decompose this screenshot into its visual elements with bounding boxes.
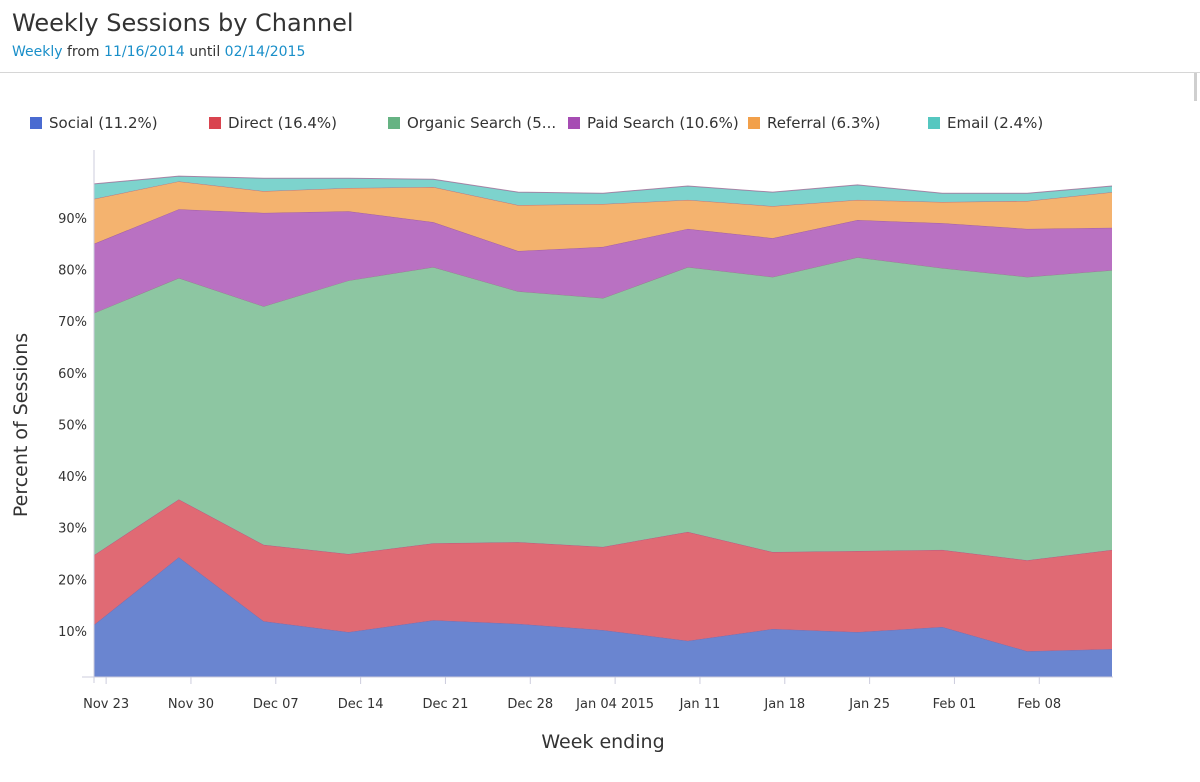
legend-item-email[interactable]: Email (2.4%) — [928, 114, 1043, 132]
x-tick-label: Jan 25 — [848, 697, 890, 712]
area-organic-search[interactable] — [94, 257, 1112, 561]
y-tick-label: 80% — [58, 264, 87, 279]
area-direct[interactable] — [94, 499, 1112, 652]
x-tick-label: Feb 08 — [1017, 697, 1061, 712]
legend-swatch — [748, 117, 760, 129]
y-tick-label: 70% — [58, 315, 87, 330]
start-date-link[interactable]: 11/16/2014 — [104, 44, 185, 60]
scrollbar[interactable] — [1194, 73, 1197, 101]
legend-item-paid-search[interactable]: Paid Search (10.6%) — [568, 114, 739, 132]
legend-label: Paid Search (10.6%) — [587, 114, 739, 132]
y-tick-label: 20% — [58, 573, 87, 588]
y-tick-label: 60% — [58, 367, 87, 382]
y-tick-label: 40% — [58, 470, 87, 485]
x-tick-label: Dec 28 — [507, 697, 553, 712]
legend-swatch — [568, 117, 580, 129]
legend-label: Direct (16.4%) — [228, 114, 338, 132]
legend-label: Referral (6.3%) — [767, 114, 881, 132]
legend-item-organic-search[interactable]: Organic Search (5... — [388, 114, 556, 132]
y-axis-title: Percent of Sessions — [10, 333, 32, 517]
y-tick-label: 30% — [58, 522, 87, 537]
legend-label: Social (11.2%) — [49, 114, 158, 132]
area-paid-search[interactable] — [94, 209, 1112, 313]
x-tick-label: Dec 14 — [338, 697, 384, 712]
area-referral[interactable] — [94, 181, 1112, 252]
x-tick-label: Jan 11 — [679, 697, 721, 712]
y-tick-label: 50% — [58, 418, 87, 433]
legend-item-social[interactable]: Social (11.2%) — [30, 114, 158, 132]
area-line-email — [94, 175, 1113, 194]
y-tick-label: 90% — [58, 212, 87, 227]
end-date-link[interactable]: 02/14/2015 — [224, 44, 306, 60]
x-tick-label: Jan 18 — [763, 697, 805, 712]
x-tick-label: Dec 21 — [423, 697, 469, 712]
legend-item-referral[interactable]: Referral (6.3%) — [748, 114, 881, 132]
from-text: from — [66, 44, 100, 60]
x-tick-label: Nov 30 — [168, 697, 214, 712]
x-tick-label: Dec 07 — [253, 697, 299, 712]
legend-item-direct[interactable]: Direct (16.4%) — [209, 114, 337, 132]
y-tick-label: 10% — [58, 625, 87, 640]
legend-swatch — [30, 117, 42, 129]
legend-swatch — [209, 117, 221, 129]
until-text: until — [189, 44, 221, 60]
area-social[interactable] — [94, 557, 1112, 682]
legend-label: Organic Search (5... — [407, 114, 557, 132]
legend-swatch — [928, 117, 940, 129]
interval-link[interactable]: Weekly — [12, 44, 63, 60]
legend-swatch — [388, 117, 400, 129]
date-range-subtitle: Weekly from 11/16/2014 until 02/14/2015 — [12, 44, 305, 60]
legend-label: Email (2.4%) — [947, 114, 1044, 132]
area-email[interactable] — [94, 176, 1112, 207]
chart-legend: Social (11.2%) Direct (16.4%) Organic Se… — [0, 114, 1200, 136]
header-divider — [0, 72, 1200, 73]
page-title: Weekly Sessions by Channel — [12, 9, 354, 37]
x-tick-label: Nov 23 — [83, 697, 129, 712]
x-tick-label: Jan 04 2015 — [575, 697, 654, 712]
x-tick-label: Feb 01 — [933, 697, 977, 712]
x-axis-title: Week ending — [541, 731, 664, 753]
